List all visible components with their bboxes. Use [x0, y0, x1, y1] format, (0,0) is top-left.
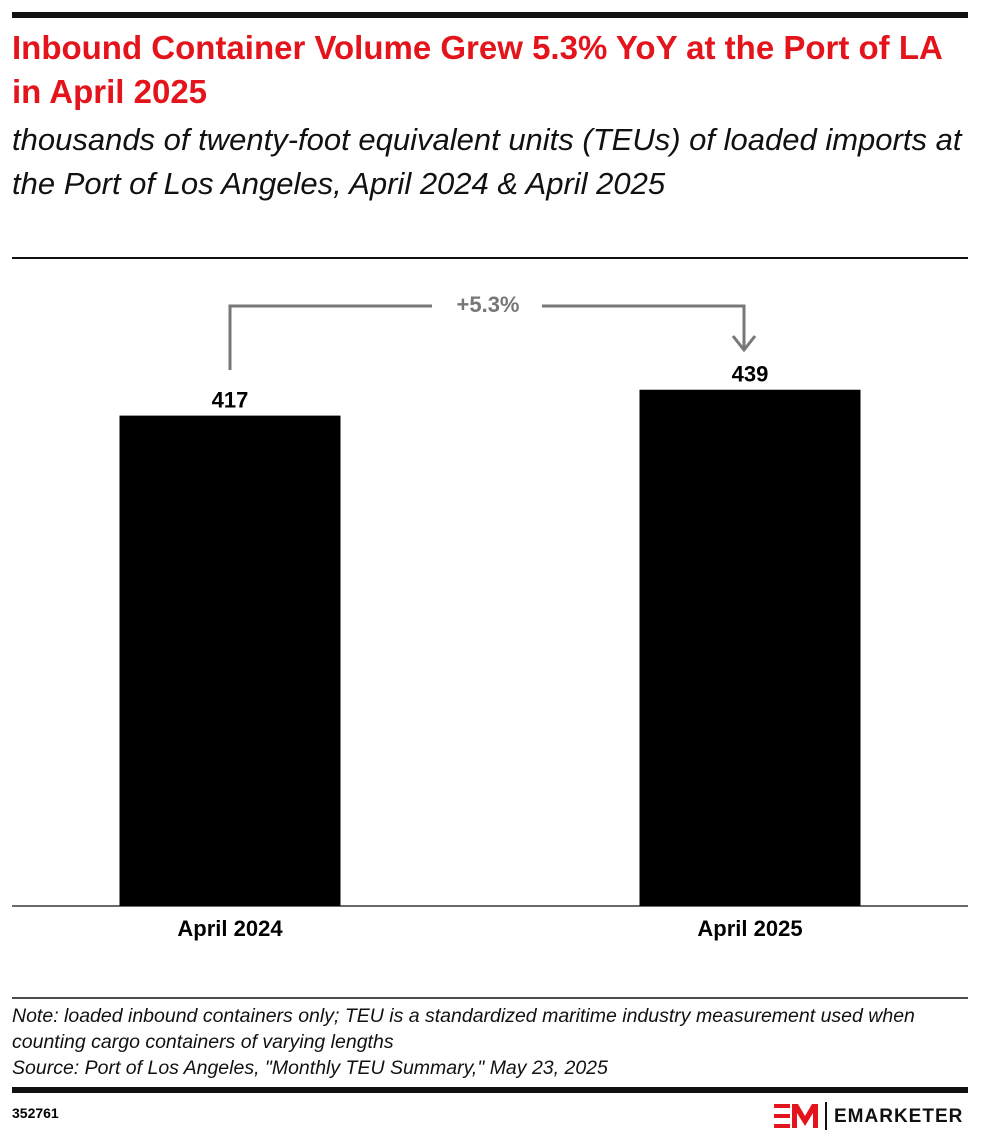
bar [639, 389, 861, 907]
bar [119, 415, 341, 906]
value-label: 417 [212, 387, 249, 412]
x-tick-label: April 2024 [177, 916, 283, 941]
top-rule [12, 12, 968, 18]
brand-divider [825, 1102, 827, 1130]
x-tick-label: April 2025 [697, 916, 802, 941]
annotation-bracket [228, 304, 757, 370]
source: Source: Port of Los Angeles, "Monthly TE… [12, 1057, 608, 1079]
brand-name: EMARKETER [834, 1106, 963, 1127]
chart-title: Inbound Container Volume Grew 5.3% YoY a… [12, 29, 942, 110]
chart-subtitle: thousands of twenty-foot equivalent unit… [12, 122, 962, 201]
bottom-rule [12, 1087, 968, 1093]
value-label: 439 [732, 362, 769, 387]
chart-id: 352761 [12, 1105, 59, 1121]
annotation: +5.3% [457, 292, 520, 317]
brand-logo [774, 1104, 818, 1128]
note: Note: loaded inbound containers only; TE… [12, 1005, 915, 1053]
header-rule [12, 257, 968, 259]
